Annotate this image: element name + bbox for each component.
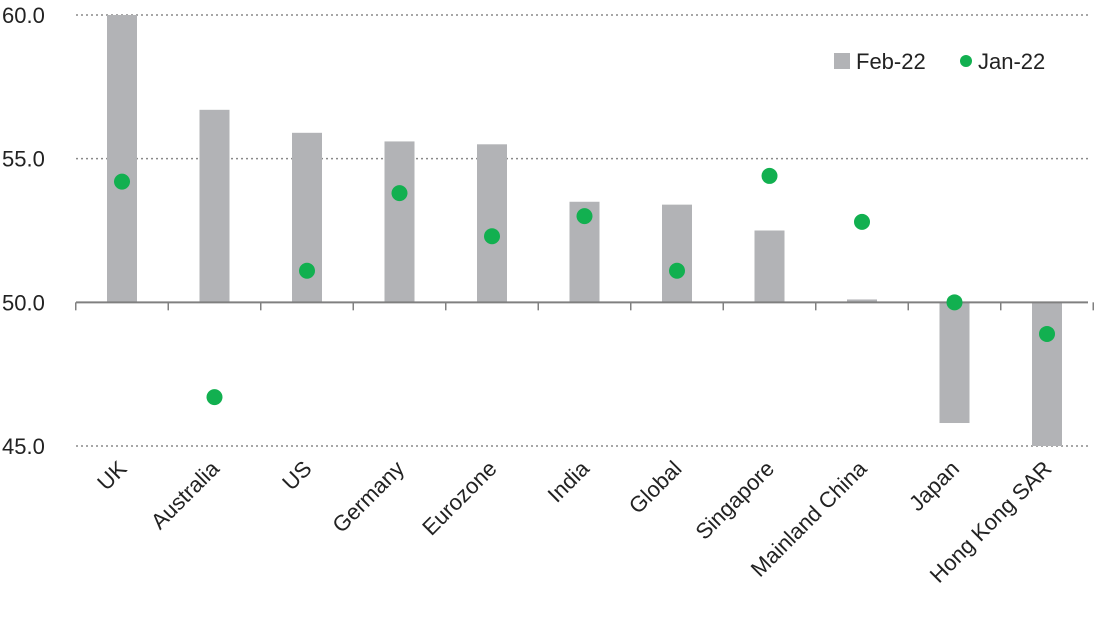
x-axis [75, 301, 1094, 311]
marker-india [576, 208, 593, 225]
marker-us [299, 262, 315, 279]
x-axis-labels: UK Australia US Germany Eurozone India Global S… [92, 455, 1056, 587]
y-tick-label: 60.0 [2, 3, 45, 28]
bar-eurozone [477, 144, 507, 303]
bars [107, 15, 1062, 446]
y-tick-label: 50.0 [2, 290, 45, 315]
x-tick-label: Global [624, 456, 687, 519]
bar-germany [384, 141, 415, 303]
bar-singapore [754, 230, 785, 303]
markers [114, 167, 1055, 406]
y-axis-labels: 60.0 55.0 50.0 45.0 [2, 3, 45, 459]
x-tick-label: US [277, 456, 316, 495]
marker-eurozone [484, 228, 500, 245]
marker-hong-kong-sar [1039, 325, 1055, 342]
marker-global [669, 262, 685, 279]
legend-swatch-feb-22 [834, 53, 850, 69]
x-tick-label: Japan [904, 456, 964, 516]
bar-australia [199, 109, 230, 303]
bar-uk [107, 15, 137, 303]
y-tick-label: 45.0 [2, 434, 45, 459]
marker-germany [391, 185, 408, 202]
legend-label-jan-22: Jan-22 [978, 49, 1045, 74]
y-tick-label: 55.0 [2, 147, 45, 172]
marker-mainland-china [854, 213, 870, 230]
x-tick-label: Australia [146, 455, 225, 534]
bar-hong-kong-sar [1032, 302, 1062, 446]
gridlines [76, 14, 1088, 447]
legend: Feb-22 Jan-22 [834, 49, 1045, 74]
bar-japan [939, 302, 970, 424]
legend-label-feb-22: Feb-22 [856, 49, 926, 74]
bar-mainland-china [847, 299, 877, 303]
marker-singapore [761, 167, 778, 184]
marker-uk [114, 173, 130, 190]
x-tick-label: India [543, 455, 595, 507]
legend-swatch-jan-22 [960, 55, 972, 67]
marker-japan [946, 294, 963, 311]
x-tick-label: Germany [327, 456, 409, 538]
x-tick-label: UK [92, 456, 132, 496]
x-tick-label: Singapore [690, 456, 779, 545]
x-tick-label: Eurozone [417, 456, 501, 540]
marker-australia [206, 389, 223, 406]
bar-global [662, 204, 692, 303]
